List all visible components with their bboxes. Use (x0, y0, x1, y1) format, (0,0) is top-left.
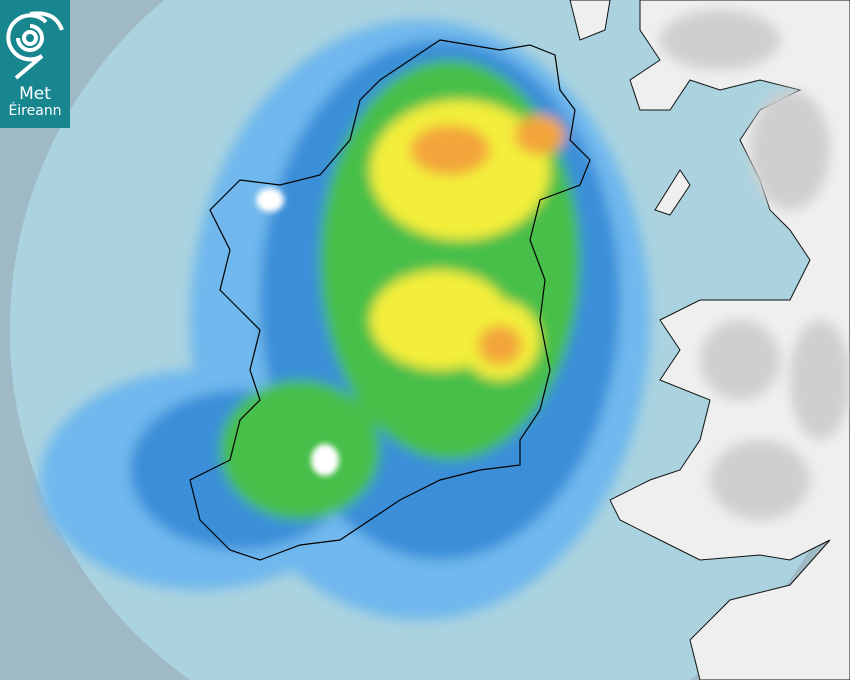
spiral-logo-icon (6, 11, 64, 80)
rain-echoes (40, 20, 650, 620)
ireland-coastline (189, 39, 591, 561)
logo-text-met: Met (19, 84, 51, 104)
logo-text-eireann: Éireann (8, 103, 62, 119)
terrain-relief (660, 10, 850, 520)
met-eireann-logo: Met Éireann (0, 0, 70, 128)
